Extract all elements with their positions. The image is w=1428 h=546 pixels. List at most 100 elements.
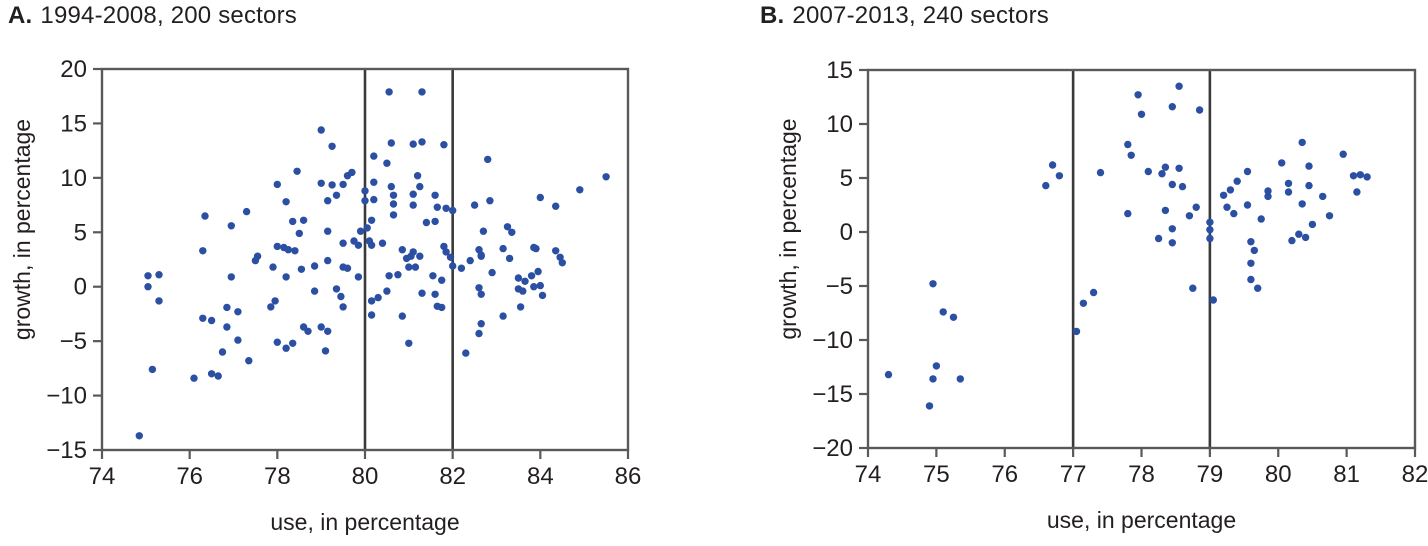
data-point	[1209, 296, 1218, 304]
data-point	[475, 284, 483, 292]
data-point	[925, 402, 934, 410]
data-point	[409, 190, 417, 198]
y-axis-label: growth, in percentage	[9, 119, 35, 340]
y-tick-label: 5	[840, 165, 853, 192]
data-point	[378, 239, 387, 247]
data-point	[503, 223, 512, 231]
data-point	[367, 311, 376, 319]
x-tick-label: 75	[923, 461, 950, 488]
y-tick-label: −5	[60, 328, 87, 355]
data-point	[418, 88, 426, 96]
data-point	[1124, 140, 1132, 149]
data-point	[1048, 161, 1057, 169]
data-point	[324, 327, 332, 335]
data-point	[1257, 215, 1265, 223]
data-point	[289, 339, 297, 347]
data-point	[389, 211, 398, 219]
data-point	[271, 297, 279, 305]
data-point	[462, 349, 470, 357]
data-point	[148, 365, 157, 374]
data-point	[477, 252, 485, 260]
data-point	[1144, 167, 1153, 176]
data-point	[389, 200, 398, 208]
y-tick-label: 0	[840, 219, 853, 246]
data-point	[1042, 181, 1050, 190]
data-point	[484, 155, 492, 164]
data-point	[317, 323, 325, 331]
data-point	[385, 88, 393, 96]
data-point	[339, 239, 347, 247]
data-point	[1254, 284, 1262, 292]
y-tick-label: −15	[812, 381, 853, 408]
data-point	[1124, 209, 1132, 218]
data-point	[552, 202, 560, 210]
data-point	[530, 243, 538, 252]
data-point	[273, 338, 281, 346]
data-point	[508, 228, 516, 236]
data-point	[242, 207, 251, 216]
data-point	[470, 201, 479, 209]
data-point	[394, 271, 402, 279]
data-point	[317, 179, 325, 187]
data-point	[538, 291, 547, 300]
y-tick-label: −10	[46, 383, 87, 410]
x-tick-label: 79	[1197, 461, 1224, 488]
data-point	[536, 281, 544, 290]
x-tick-label: 76	[176, 463, 203, 490]
data-point	[218, 348, 227, 356]
data-point	[398, 312, 406, 320]
data-point	[552, 247, 560, 255]
y-tick-label: −20	[812, 435, 853, 462]
data-point	[339, 303, 347, 311]
data-point	[1079, 299, 1088, 307]
data-point	[477, 320, 485, 328]
data-point	[405, 263, 413, 271]
data-point	[328, 142, 336, 150]
data-point	[1178, 182, 1187, 191]
data-point	[1161, 163, 1170, 171]
data-point	[293, 167, 301, 175]
data-point	[214, 372, 222, 380]
data-point	[1158, 170, 1166, 178]
panel-a-title: A. 1994-2008, 200 sectors	[8, 2, 297, 30]
y-tick-label: −10	[812, 327, 853, 354]
data-point	[1339, 150, 1347, 158]
data-point	[324, 197, 332, 205]
y-tick-label: 10	[826, 111, 853, 138]
data-point	[273, 242, 281, 251]
data-point	[251, 256, 260, 265]
data-point	[956, 375, 964, 383]
data-point	[363, 224, 371, 232]
data-point	[1288, 236, 1296, 245]
data-point	[1301, 233, 1310, 242]
data-point	[284, 246, 292, 254]
data-point	[1226, 186, 1235, 194]
data-point	[488, 268, 496, 277]
data-point	[438, 303, 446, 312]
data-point	[310, 262, 319, 270]
data-point	[431, 217, 439, 226]
data-point	[1233, 177, 1241, 185]
data-point	[374, 293, 382, 302]
data-point	[1127, 151, 1135, 159]
data-point	[1168, 180, 1177, 189]
data-point	[479, 227, 488, 235]
data-point	[1168, 225, 1177, 233]
data-point	[332, 191, 341, 199]
data-point	[429, 272, 437, 280]
data-point	[1168, 103, 1177, 111]
data-point	[1247, 259, 1255, 267]
data-point	[536, 193, 544, 202]
data-point	[385, 272, 393, 280]
data-point	[422, 218, 431, 227]
data-point	[273, 180, 281, 189]
data-point	[1189, 284, 1197, 292]
data-point	[1134, 91, 1142, 99]
data-point	[299, 216, 308, 224]
data-point	[407, 252, 415, 260]
data-point	[409, 140, 417, 148]
data-point	[144, 283, 152, 291]
data-point	[383, 159, 391, 167]
data-point	[354, 273, 363, 281]
data-point	[1206, 234, 1214, 243]
